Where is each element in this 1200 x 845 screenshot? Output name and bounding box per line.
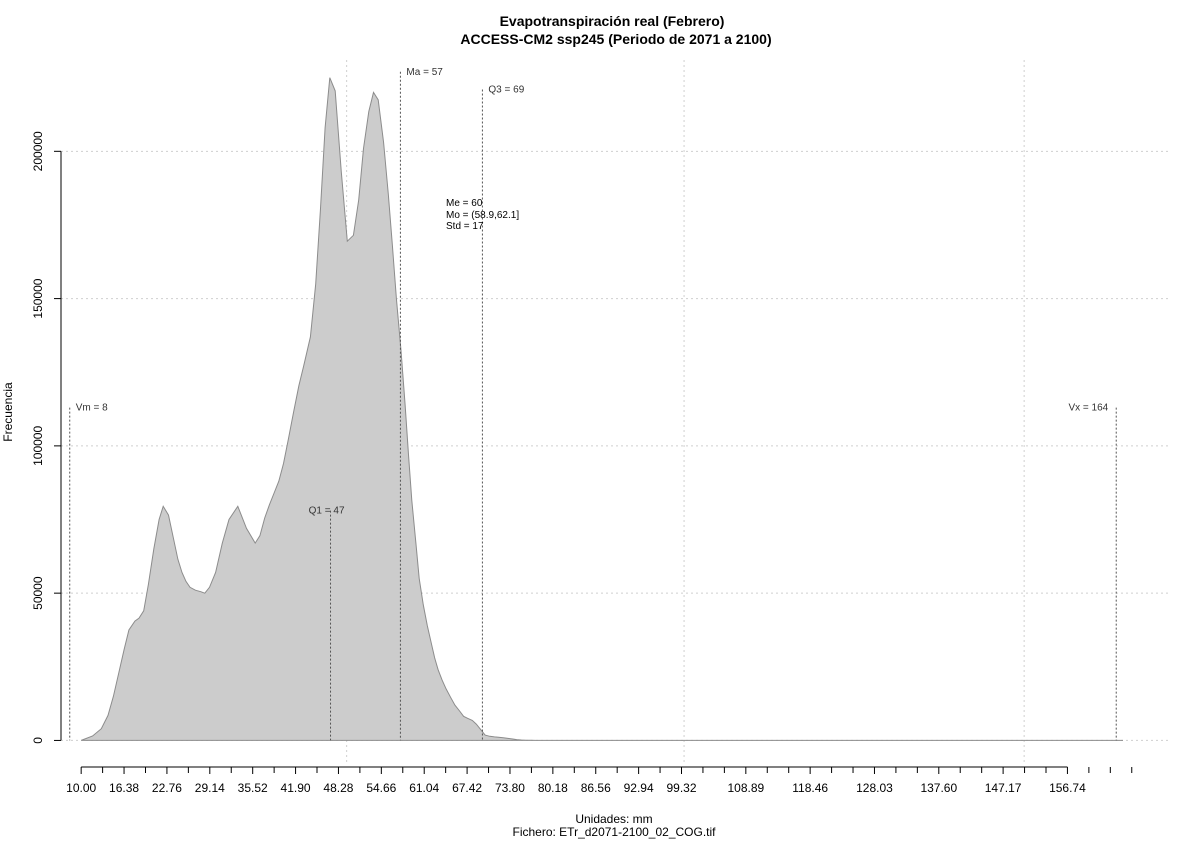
y-tick-label: 50000 [31, 576, 45, 610]
reference-line-label: Q3 = 69 [488, 84, 524, 95]
reference-lines-layer: Vm = 8 Q1 = 47 Ma = 57 Q3 = 69 Vx = 164 [69, 67, 1117, 741]
x-tick-label: 128.03 [856, 781, 893, 795]
x-tick-label: 67.42 [452, 781, 482, 795]
x-tick-label: 92.94 [624, 781, 654, 795]
y-tick-label: 200000 [31, 131, 45, 171]
x-tick-label: 137.60 [920, 781, 957, 795]
reference-line-label: Vm = 8 [76, 403, 108, 414]
y-axis-label: Frecuencia [1, 382, 15, 442]
stats-std-label: Std = 17 [446, 221, 484, 232]
area-layer [81, 77, 1123, 741]
chart-title: Evapotranspiración real (Febrero) [500, 13, 725, 29]
x-tick-label: 48.28 [323, 781, 353, 795]
x-tick-label: 108.89 [727, 781, 764, 795]
x-axis-label: Unidades: mm [575, 812, 652, 826]
y-tick-label: 150000 [31, 278, 45, 318]
x-tick-label: 41.90 [281, 781, 311, 795]
file-caption: Fichero: ETr_d2071-2100_02_COG.tif [513, 825, 717, 839]
x-tick-label: 80.18 [538, 781, 568, 795]
axes-layer: 0 50000 100000 150000 200000 10.00 16.38 22.76 2… [31, 131, 1133, 795]
x-tick-label: 118.46 [792, 781, 828, 795]
reference-line-label: Vx = 164 [1068, 403, 1108, 414]
x-tick-label: 61.04 [409, 781, 439, 795]
x-tick-label: 10.00 [66, 781, 96, 795]
y-tick-label: 100000 [31, 426, 45, 466]
x-tick-label: 16.38 [109, 781, 139, 795]
x-tick-label: 73.80 [495, 781, 525, 795]
y-tick-label: 0 [31, 737, 45, 744]
reference-line-label: Q1 = 47 [309, 506, 345, 517]
x-tick-label: 156.74 [1049, 781, 1086, 795]
chart-subtitle: ACCESS-CM2 ssp245 (Periodo de 2071 a 210… [460, 31, 771, 47]
x-tick-label: 54.66 [366, 781, 396, 795]
density-area-series-0 [81, 77, 1123, 741]
stats-mode-label: Mo = (58.9,62.1] [446, 210, 519, 221]
x-tick-label: 99.32 [666, 781, 696, 795]
x-tick-label: 29.14 [195, 781, 225, 795]
x-tick-label: 35.52 [238, 781, 268, 795]
x-tick-label: 147.17 [985, 781, 1022, 795]
stats-annotation: Me = 60 Mo = (58.9,62.1] Std = 17 [446, 198, 519, 232]
x-tick-label: 22.76 [152, 781, 182, 795]
x-tick-label: 86.56 [581, 781, 611, 795]
reference-line-label: Ma = 57 [406, 67, 443, 78]
stats-median-label: Me = 60 [446, 198, 483, 209]
